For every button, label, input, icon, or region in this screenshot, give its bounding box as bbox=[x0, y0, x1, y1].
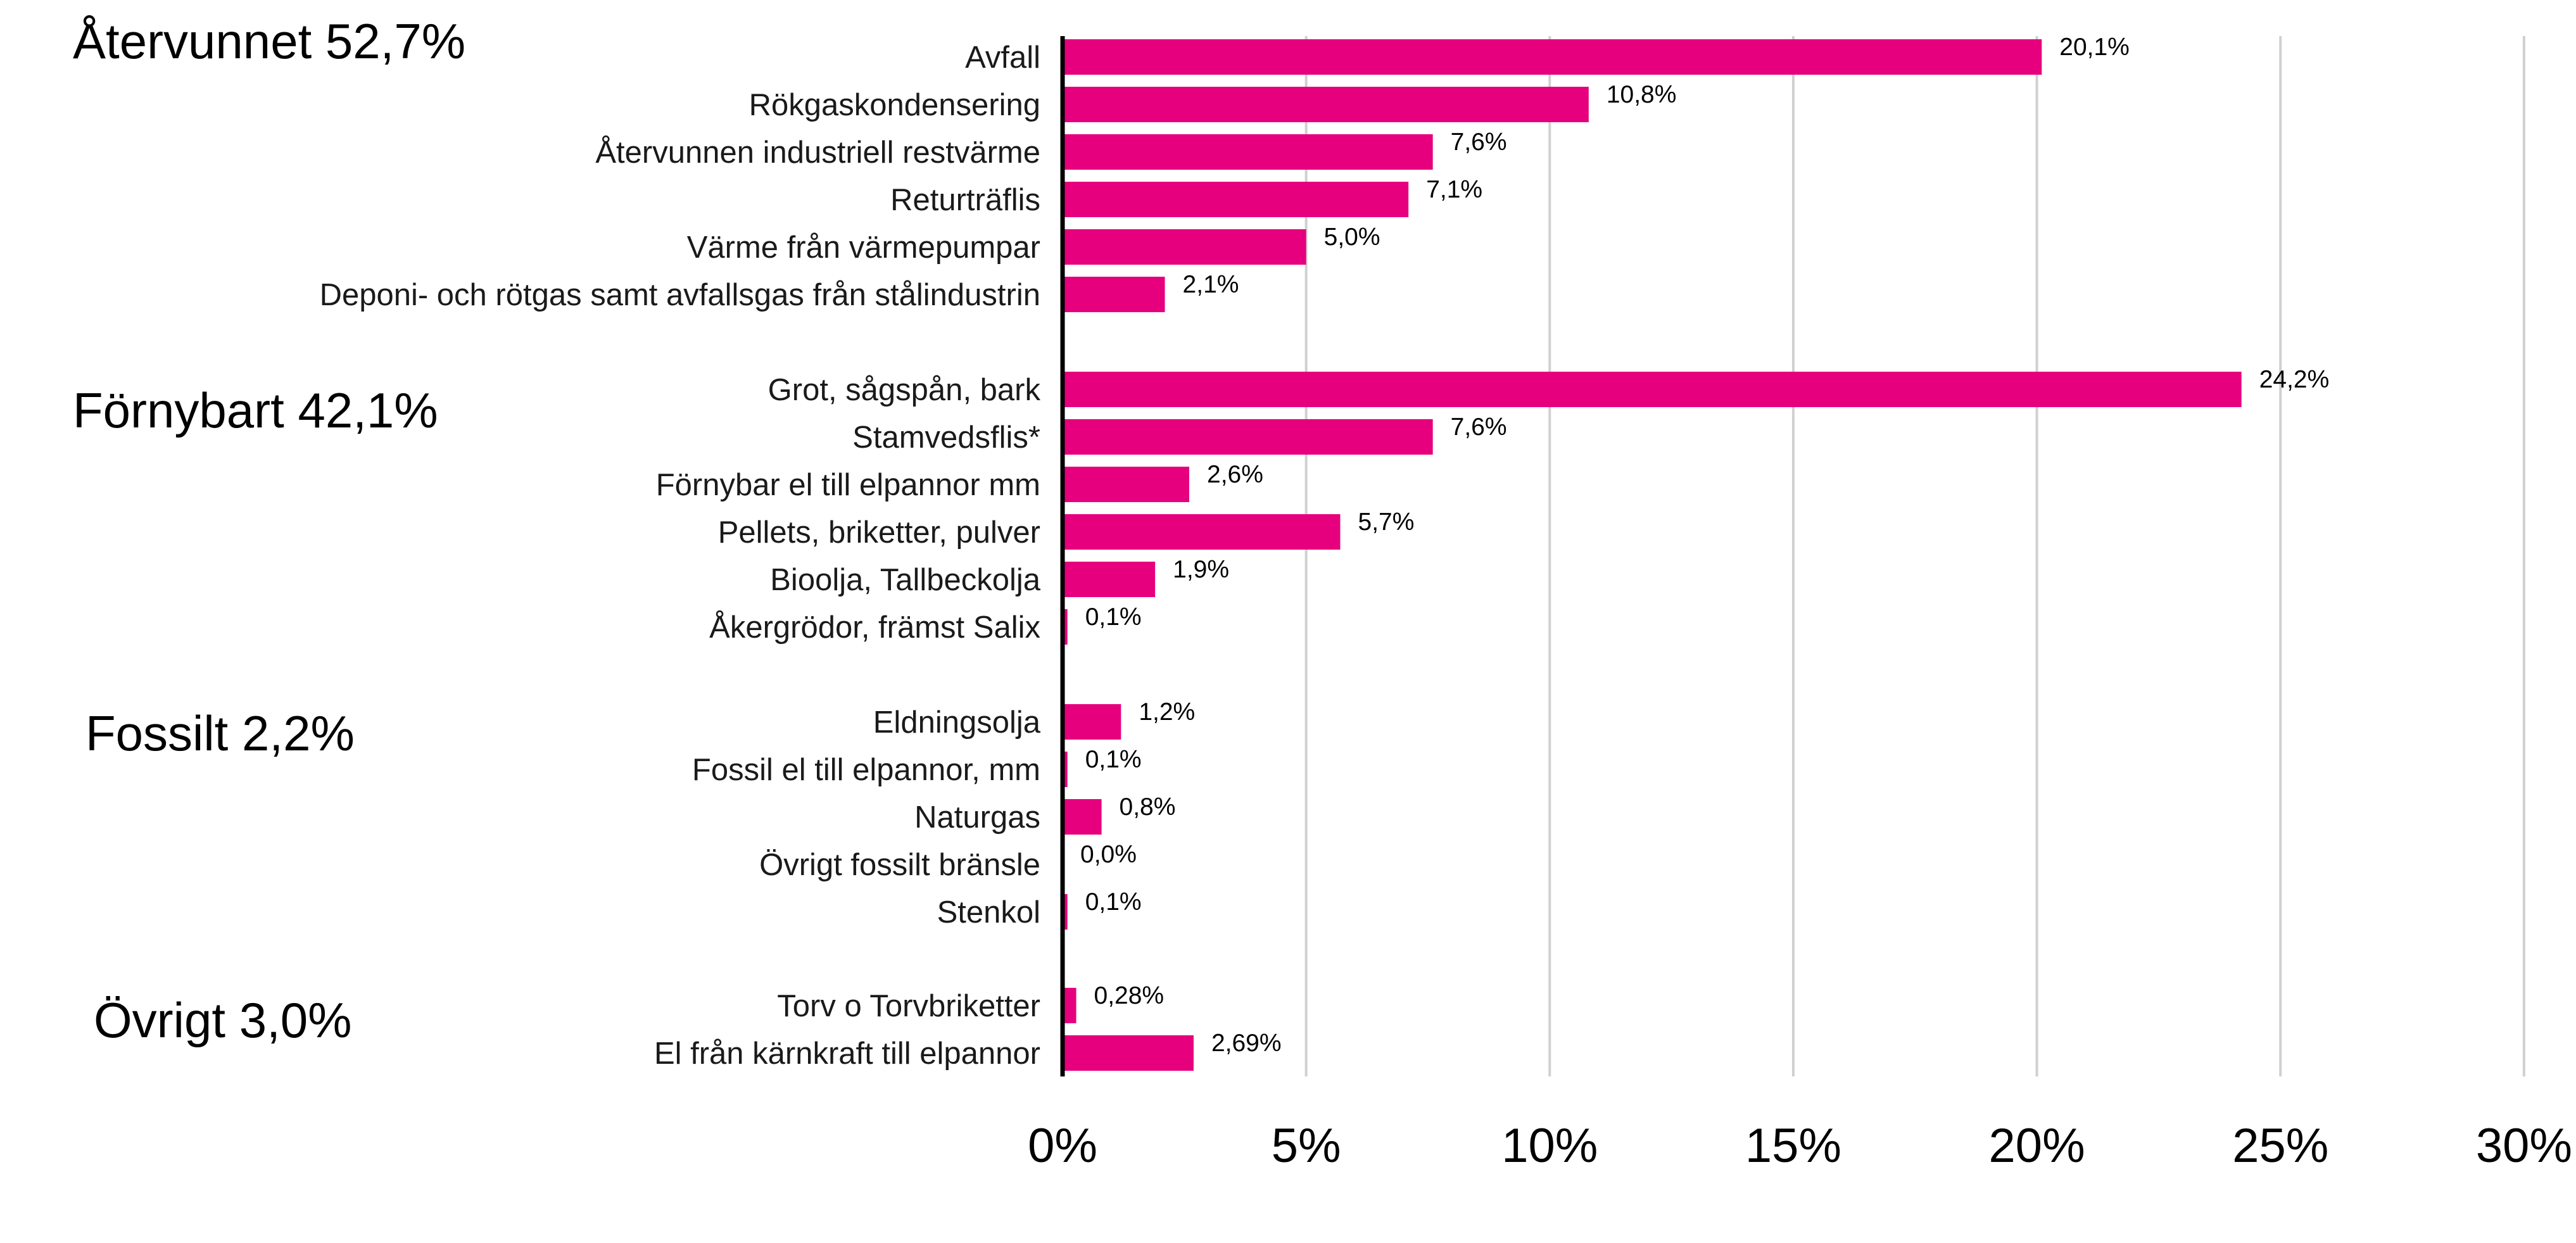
x-tick-label: 5% bbox=[1272, 1119, 1341, 1173]
category-label: Avfall bbox=[965, 41, 1040, 75]
category-label: Grot, sågspån, bark bbox=[768, 373, 1041, 407]
bar bbox=[1063, 609, 1068, 645]
data-label: 0,1% bbox=[1085, 746, 1142, 773]
bar bbox=[1063, 894, 1068, 930]
x-tick-label: 20% bbox=[1989, 1119, 2085, 1173]
category-label: Fossil el till elpannor, mm bbox=[692, 753, 1040, 787]
bar bbox=[1063, 562, 1156, 597]
category-label: Naturgas bbox=[914, 800, 1040, 835]
data-label: 0,1% bbox=[1085, 888, 1142, 916]
category-label: Deponi- och rötgas samt avfallsgas från … bbox=[320, 278, 1040, 312]
bar bbox=[1063, 752, 1068, 787]
data-label: 20,1% bbox=[2059, 34, 2130, 61]
category-label: Eldningsolja bbox=[873, 705, 1041, 740]
bar bbox=[1063, 1035, 1194, 1071]
data-label: 0,0% bbox=[1080, 841, 1137, 868]
category-label: Rökgaskondensering bbox=[749, 88, 1040, 122]
data-label: 0,8% bbox=[1120, 793, 1176, 821]
data-label: 2,1% bbox=[1183, 271, 1239, 298]
data-label: 7,6% bbox=[1451, 413, 1507, 441]
data-label: 5,0% bbox=[1324, 224, 1380, 251]
x-tick-label: 10% bbox=[1501, 1119, 1598, 1173]
category-label: Värme från värmepumpar bbox=[687, 230, 1040, 265]
data-label: 0,28% bbox=[1094, 982, 1165, 1009]
group-label: Fossilt 2,2% bbox=[85, 705, 355, 761]
data-label: 0,1% bbox=[1085, 603, 1142, 631]
data-label: 2,6% bbox=[1207, 461, 1263, 488]
bar bbox=[1063, 988, 1076, 1023]
category-label: Stenkol bbox=[937, 895, 1040, 930]
x-tick-label: 0% bbox=[1028, 1119, 1097, 1173]
bar bbox=[1063, 372, 2242, 407]
bar bbox=[1063, 182, 1409, 217]
data-label: 7,6% bbox=[1451, 129, 1507, 156]
data-label: 5,7% bbox=[1358, 508, 1415, 536]
category-label: Övrigt fossilt bränsle bbox=[759, 848, 1040, 882]
x-tick-label: 15% bbox=[1745, 1119, 1841, 1173]
bar bbox=[1063, 134, 1433, 170]
data-label: 10,8% bbox=[1607, 81, 1677, 108]
x-tick-label: 30% bbox=[2476, 1119, 2572, 1173]
category-label: El från kärnkraft till elpannor bbox=[654, 1037, 1040, 1071]
bar bbox=[1063, 799, 1102, 835]
group-label: Återvunnet 52,7% bbox=[73, 13, 465, 69]
bar bbox=[1063, 419, 1433, 455]
category-label: Returträflis bbox=[890, 183, 1040, 217]
category-label: Torv o Torvbriketter bbox=[777, 989, 1040, 1023]
category-label: Bioolja, Tallbeckolja bbox=[770, 563, 1040, 597]
group-label: Förnybart 42,1% bbox=[73, 382, 438, 438]
bar bbox=[1063, 467, 1190, 502]
bar bbox=[1063, 514, 1341, 550]
data-label: 1,9% bbox=[1173, 556, 1229, 583]
data-label: 1,2% bbox=[1139, 698, 1195, 726]
category-label: Återvunnen industriell restvärme bbox=[595, 136, 1040, 170]
data-label: 2,69% bbox=[1211, 1030, 1282, 1057]
group-label: Övrigt 3,0% bbox=[94, 992, 351, 1048]
data-label: 24,2% bbox=[2259, 366, 2330, 393]
data-label: 7,1% bbox=[1426, 176, 1482, 203]
category-label: Stamvedsflis* bbox=[852, 420, 1040, 455]
category-label: Förnybar el till elpannor mm bbox=[656, 468, 1040, 502]
category-label: Åkergrödor, främst Salix bbox=[709, 610, 1040, 645]
x-tick-label: 25% bbox=[2232, 1119, 2328, 1173]
bar bbox=[1063, 39, 2042, 75]
category-label: Pellets, briketter, pulver bbox=[718, 515, 1040, 550]
bar bbox=[1063, 87, 1589, 122]
bar bbox=[1063, 229, 1306, 265]
bar bbox=[1063, 704, 1121, 740]
bar bbox=[1063, 277, 1165, 312]
